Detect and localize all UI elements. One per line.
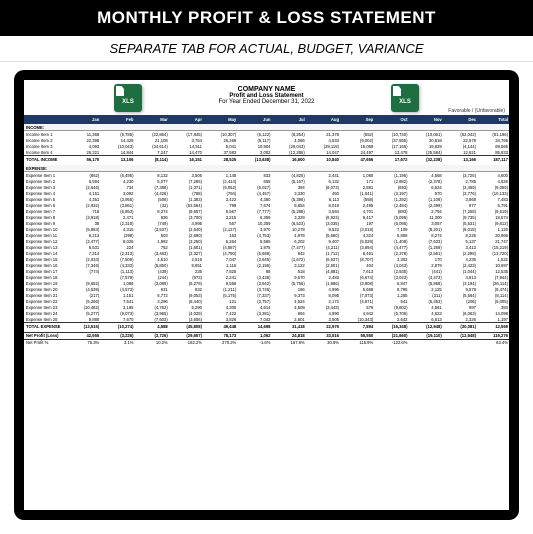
period: For Year Ended December 31, 2022 xyxy=(24,99,509,105)
month-header: Dec xyxy=(443,115,477,124)
page-title: MONTHLY PROFIT & LOSS STATEMENT xyxy=(0,0,533,36)
month-header: Jan xyxy=(66,115,100,124)
table-row: Expense Item 136,531224762(1,601)(4,587)… xyxy=(24,244,509,250)
table-row: Expense Item 15(2,034)(7,509)4,6102,5197… xyxy=(24,256,509,262)
table-row: Expense Item 1(862)(6,495)8,1323,5051,14… xyxy=(24,172,509,179)
table-row: Expense Item 20(4,539)(4,573)631832(1,21… xyxy=(24,286,509,292)
table-row: Expense Item 19(8,652)1,086(3,089)(5,279… xyxy=(24,280,509,286)
table-row: Expense Item 3(2,646)734(7,388)(1,371)(5… xyxy=(24,184,509,190)
monitor-frame: XLS XLS COMPANY NAME Profit and Loss Sta… xyxy=(0,62,533,534)
table-row: Expense Item 54,351(3,955)(506)(1,383)3,… xyxy=(24,196,509,202)
company-name: COMPANY NAME xyxy=(24,86,509,93)
table-row: Expense Item 26,5944,2305,077(7,285)(2,4… xyxy=(24,178,509,184)
pl-table: JanFebMarAprMayJunJulAugSepOctNovDecTota… xyxy=(24,115,509,346)
table-row: Expense Item 10(5,883)4,315(3,537)(2,540… xyxy=(24,226,509,232)
table-row: Net Profit (Loss)42,655(3,226)(3,726)(29… xyxy=(24,332,509,339)
table-row: Income Item 111,358(5,785)(22,864)(17,84… xyxy=(24,131,509,138)
favorable-label: Favorable / (Unfavorable) xyxy=(24,107,509,115)
table-row: Net Profit %75.3%3.1%10.2%-182.2%270.2%-… xyxy=(24,339,509,346)
month-header: Jul xyxy=(272,115,306,124)
table-row: Expense Item 7718(6,853)8,374(8,657)6,56… xyxy=(24,208,509,214)
spreadsheet-screen: XLS XLS COMPANY NAME Profit and Loss Sta… xyxy=(24,80,509,510)
month-header: Oct xyxy=(374,115,408,124)
table-row: Expense Item 8(3,918)2,471836(3,700)3,21… xyxy=(24,214,509,220)
table-row: Expense Item 6(2,932)(3,861)(32)(53,564)… xyxy=(24,202,509,208)
month-header: Aug xyxy=(306,115,340,124)
month-header: Mar xyxy=(135,115,169,124)
month-header: Jun xyxy=(237,115,271,124)
xls-icon: XLS xyxy=(114,84,142,112)
month-header: Apr xyxy=(169,115,203,124)
table-row: Expense Item 938(2,318)(749)4,99556710,3… xyxy=(24,220,509,226)
month-header: Nov xyxy=(409,115,443,124)
table-row: Expense Item 21(217)1,1516,772(9,053)(5,… xyxy=(24,292,509,298)
month-header: Feb xyxy=(100,115,134,124)
table-row: Expense Item 12(2,477)8,0261,992(3,250)5… xyxy=(24,238,509,244)
table-row: Expense Item 147,314(2,313)(3,483)(2,327… xyxy=(24,250,509,256)
page-subtitle: SEPARATE TAB FOR ACTUAL, BUDGET, VARIANC… xyxy=(0,36,533,62)
document-header: COMPANY NAME Profit and Loss Statement F… xyxy=(24,80,509,107)
table-row: Income Item 34,093(10,043)(34,614)14,511… xyxy=(24,143,509,149)
table-row: Income Item 222,39814,42921,1083,75425,2… xyxy=(24,137,509,143)
month-header: May xyxy=(203,115,237,124)
table-row: TOTAL INCOME56,17013,106(8,114)16,15128,… xyxy=(24,156,509,163)
table-body: INCOME:Income Item 111,358(5,785)(22,864… xyxy=(24,124,509,346)
xls-icon: XLS xyxy=(391,84,419,112)
table-header-row: JanFebMarAprMayJunJulAugSepOctNovDecTota… xyxy=(24,115,509,124)
monitor: XLS XLS COMPANY NAME Profit and Loss Sta… xyxy=(14,70,519,520)
table-row: Expense Item 44,1513,092(4,426)(788)(794… xyxy=(24,190,509,196)
month-header: Total xyxy=(477,115,509,124)
table-row: Expense Item 16(7,346)(4,333)(5,850)8,65… xyxy=(24,262,509,268)
table-row: Expense Item 17(774)(1,113)(439)2357,825… xyxy=(24,268,509,274)
table-row: TOTAL EXPENSE(13,515)(10,274)4,588(45,80… xyxy=(24,323,509,330)
table-row: Expense Item 24(5,277)(9,073)(3,965)(4,0… xyxy=(24,310,509,316)
table-row: Expense Item 23(10,482)3,195(4,762)5,290… xyxy=(24,304,509,310)
table-row: Expense Item 116,213(398)503(2,690)163(4… xyxy=(24,232,509,238)
table-row: Expense Item 22(5,266)7,5413,296(8,440)1… xyxy=(24,298,509,304)
month-header: Sep xyxy=(340,115,374,124)
